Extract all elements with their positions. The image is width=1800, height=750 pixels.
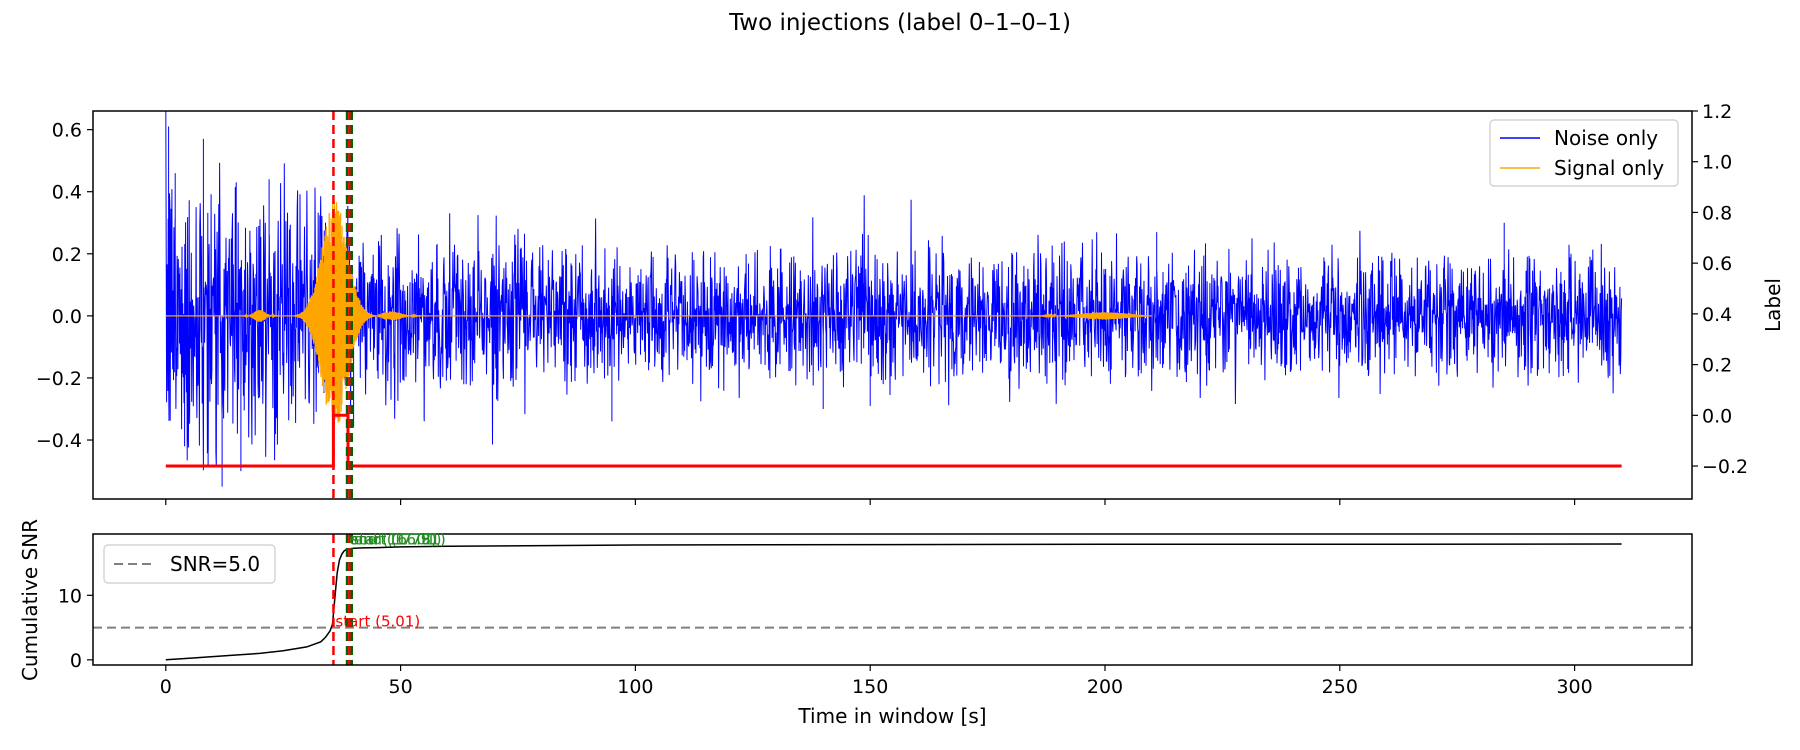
x-tick-label: 50	[388, 676, 412, 698]
x-tick-label: 200	[1087, 676, 1123, 698]
bottom-legend-box	[103, 544, 276, 584]
top-y2-tick-label: 0.4	[1702, 304, 1732, 326]
top-y2-tick-label: 0.8	[1702, 202, 1732, 224]
top-y-tick-label: −0.4	[36, 430, 82, 452]
bottom-y-tick-label: 0	[70, 650, 82, 672]
x-tick-label: 250	[1322, 676, 1358, 698]
legend-entry: Noise only	[1554, 126, 1658, 150]
figure-title: Two injections (label 0–1–0–1)	[729, 10, 1071, 36]
snr-series-line	[165, 543, 1622, 661]
top-y-tick-label: 0.6	[52, 120, 82, 142]
top-y2-tick-label: −0.2	[1702, 456, 1748, 478]
y2-axis-label: Label	[1761, 278, 1785, 332]
label-step-line	[165, 413, 1622, 468]
x-tick-label: 0	[160, 676, 172, 698]
top-y-tick-label: 0.2	[52, 244, 82, 266]
legend-entry: SNR=5.0	[170, 552, 260, 576]
top-y-tick-label: 0.0	[52, 306, 82, 328]
x-tick-label: 150	[852, 676, 888, 698]
signal-series-line	[165, 201, 1153, 423]
top-y-tick-label: 0.4	[52, 182, 82, 204]
x-tick-label: 100	[617, 676, 653, 698]
bottom-legend: SNR=5.0	[103, 544, 276, 584]
legend-entry: Signal only	[1554, 156, 1664, 180]
top-y-tick-label: −0.2	[36, 368, 82, 390]
bottom-axes-frame	[92, 533, 1693, 666]
top-legend: Noise only Signal only	[1489, 119, 1679, 187]
top-y2-tick-label: 1.0	[1702, 152, 1732, 174]
snr-annotation: start (16.91)	[351, 531, 445, 549]
top-y2-tick-label: 1.2	[1702, 101, 1732, 123]
x-axis-label: Time in window [s]	[797, 704, 986, 728]
top-y2-tick-label: 0.2	[1702, 355, 1732, 377]
top-y2-tick-label: 0.0	[1702, 405, 1732, 427]
y-axis-label: Cumulative SNR	[18, 519, 42, 681]
bottom-y-tick-label: 10	[58, 585, 82, 607]
snr-annotation: end (16.78)	[349, 531, 437, 549]
x-tick-label: 300	[1556, 676, 1592, 698]
top-axes-frame	[92, 110, 1693, 500]
top-legend-box	[1489, 119, 1679, 187]
top-y2-tick-label: 0.6	[1702, 253, 1732, 275]
noise-series-line	[165, 111, 1623, 487]
snr-annotation: end (17.01)	[354, 531, 442, 549]
snr-annotation: start (5.01)	[335, 613, 420, 631]
